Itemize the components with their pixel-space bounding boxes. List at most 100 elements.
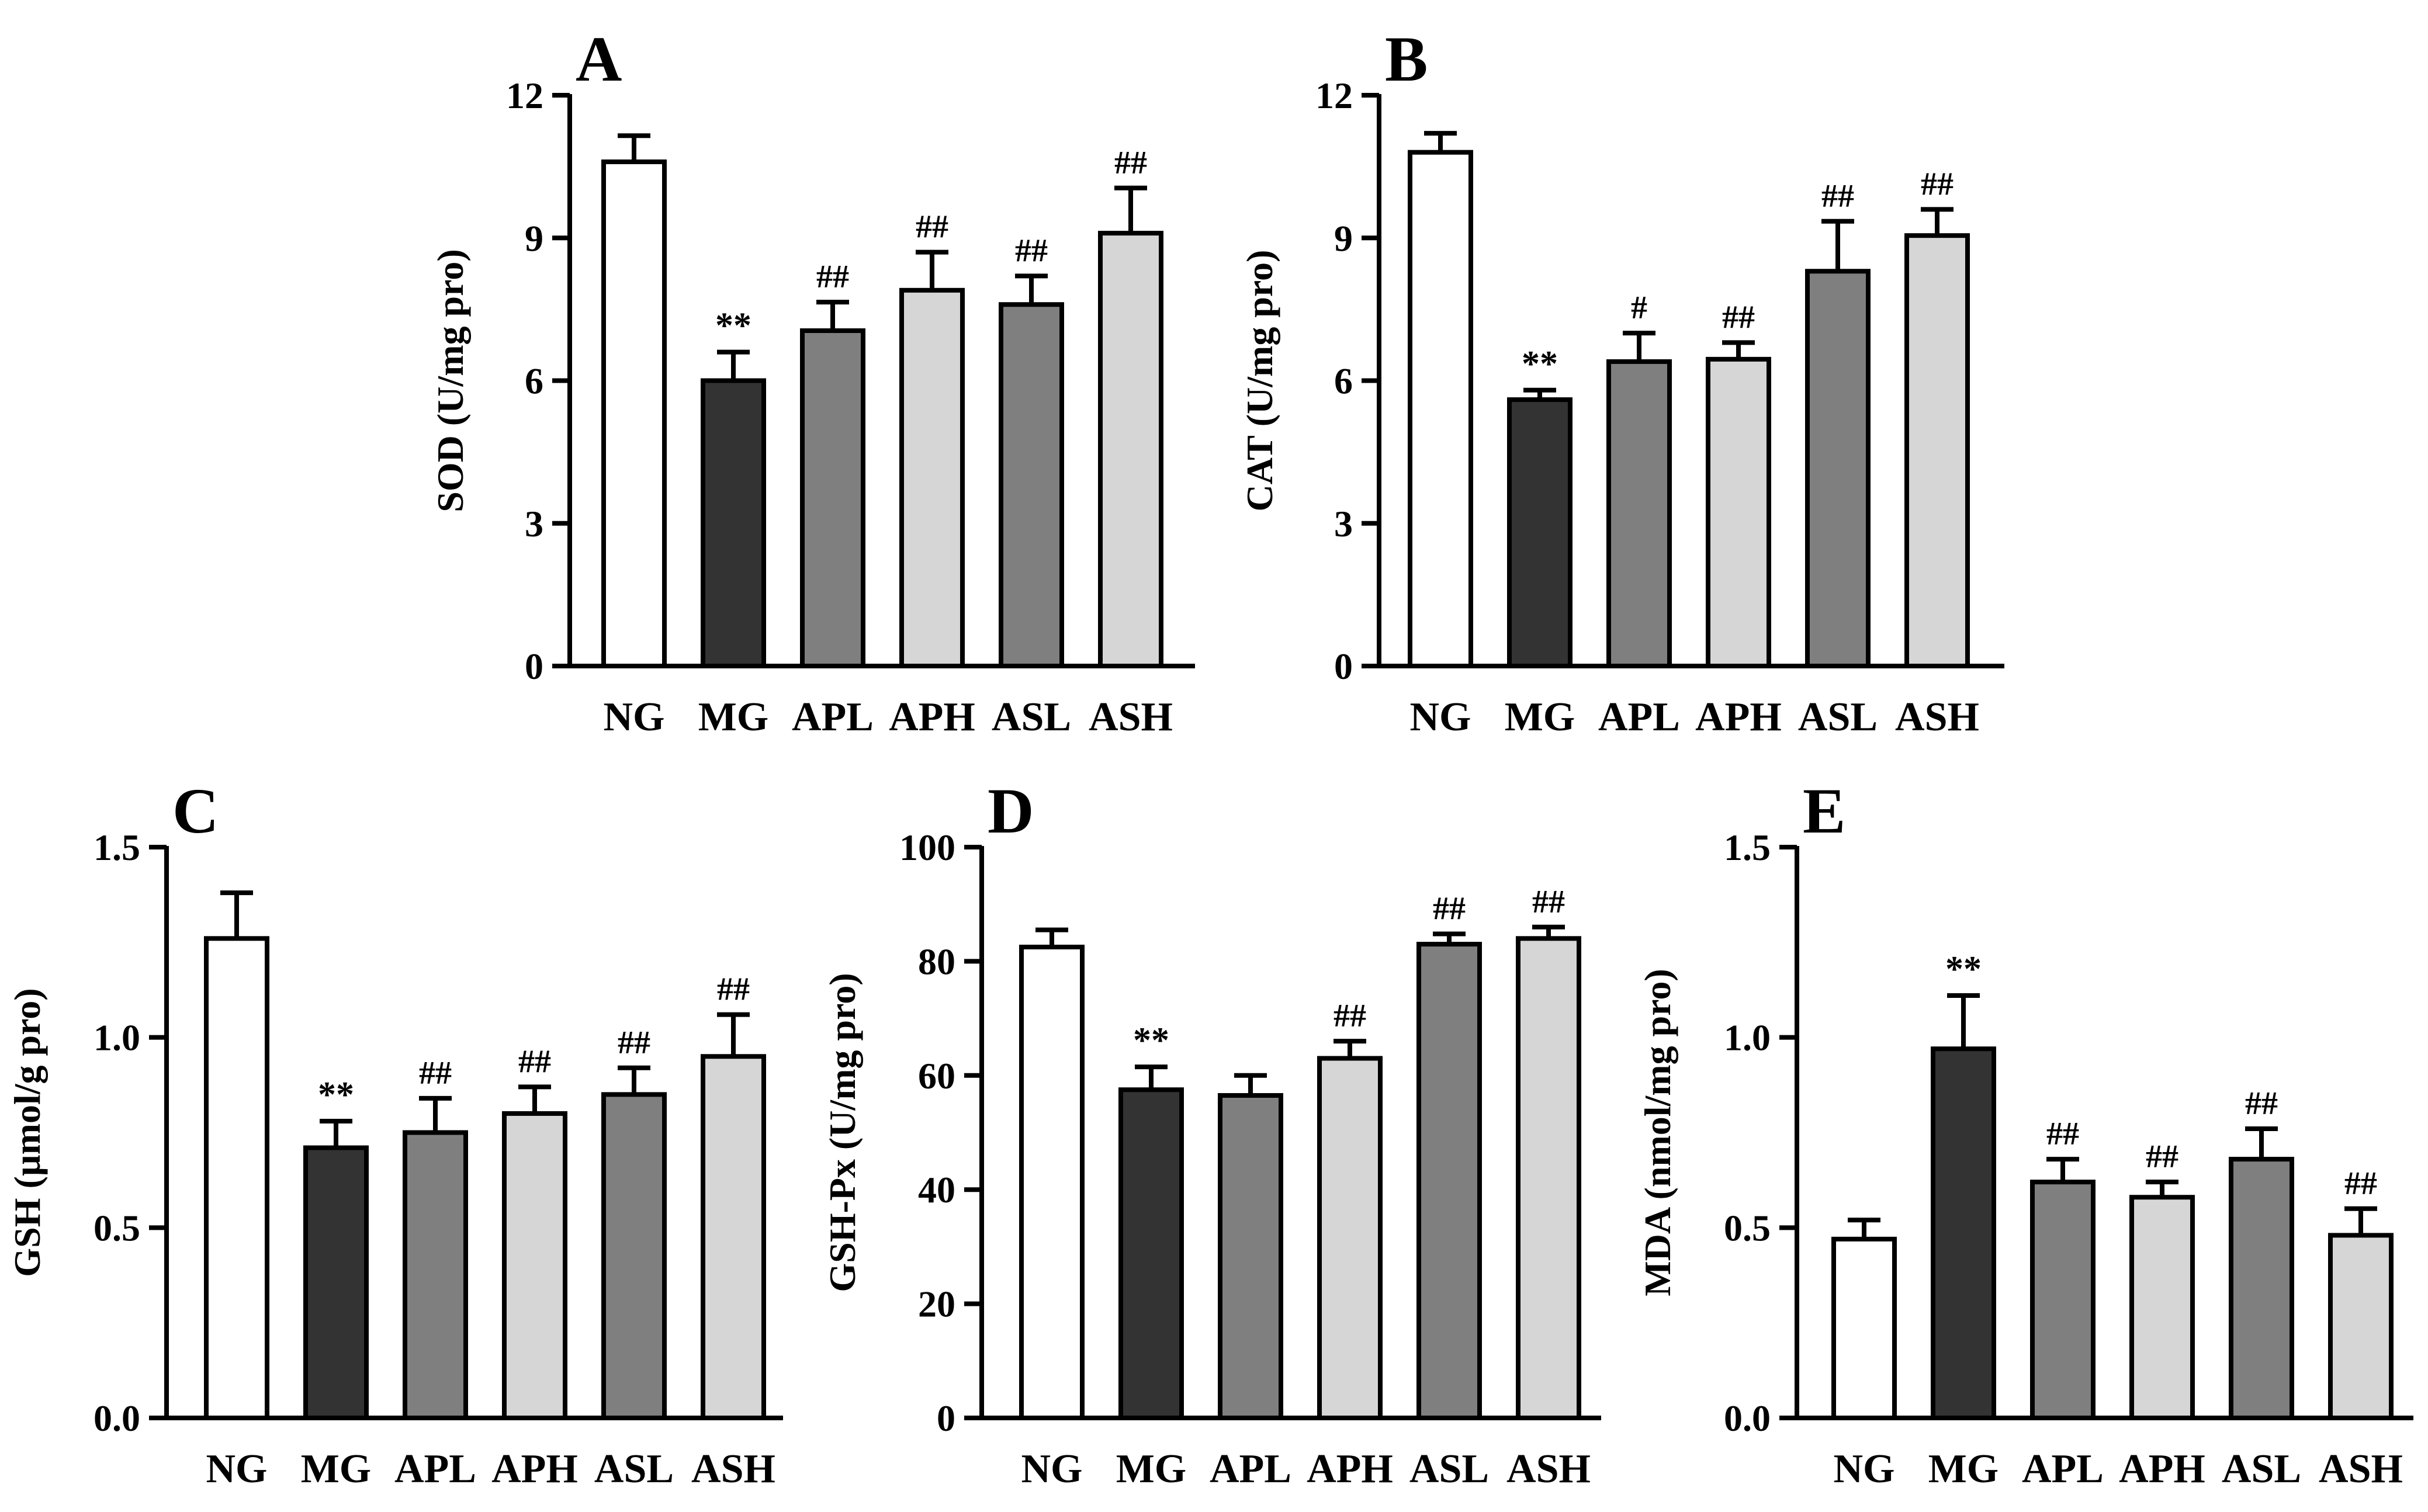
x-tick-label-mg: MG: [1928, 1447, 1999, 1492]
bar-ng: [204, 936, 269, 1420]
significance-label-ash: ##: [1114, 145, 1147, 181]
x-tick-label-aph: APH: [2119, 1447, 2205, 1492]
panel-d: NG ** MG APL ## APH ## ASL ## ASH 0 20 40 60 80 100 GSH-…: [822, 775, 1601, 1492]
bar-mg: [701, 378, 766, 668]
panel-e: NG ** MG ## APL ## APH ## ASL ## ASH 0.0 0.5 1.0 1.5 MD…: [1637, 775, 2413, 1492]
x-tick-label-apl: APL: [1598, 695, 1680, 740]
y-tick-label: 0.0: [1724, 1397, 1771, 1439]
significance-label-mg: **: [715, 306, 751, 346]
bar-ash: [1516, 936, 1581, 1420]
x-tick-label-ash: ASH: [1089, 695, 1173, 740]
bar-ash: [2328, 1233, 2394, 1421]
bar-asl: [999, 302, 1064, 668]
y-tick-label: 3: [525, 503, 543, 545]
panel-label: A: [576, 23, 622, 95]
bar-ng: [1831, 1236, 1897, 1420]
bar-aph: [502, 1111, 567, 1420]
y-tick-label: 1.0: [93, 1017, 140, 1059]
x-tick-label-ash: ASH: [1895, 695, 1979, 740]
significance-label-aph: ##: [1722, 299, 1755, 335]
significance-label-ash: ##: [2344, 1166, 2377, 1202]
x-tick-label-aph: APH: [1307, 1447, 1393, 1492]
x-tick-label-ng: NG: [604, 695, 665, 740]
panel-b: NG ** MG # APL ## APH ## ASL ## ASH 0 3 6 9 12 CAT (U/mg…: [1239, 23, 2004, 740]
significance-label-asl: ##: [2245, 1086, 2278, 1122]
y-tick-label: 12: [506, 75, 543, 116]
y-tick-label: 1.5: [1724, 827, 1771, 868]
x-tick-label-ng: NG: [1021, 1447, 1083, 1492]
panel-label: D: [988, 775, 1034, 847]
x-tick-label-aph: APH: [491, 1447, 578, 1492]
bar-mg: [303, 1145, 369, 1420]
x-tick-label-ash: ASH: [1506, 1447, 1591, 1492]
y-tick-label: 0: [525, 646, 543, 687]
x-tick-label-ng: NG: [206, 1447, 268, 1492]
bar-aph: [1317, 1056, 1383, 1420]
x-tick-label-asl: ASL: [992, 695, 1071, 740]
y-tick-label: 100: [899, 827, 955, 868]
bar-ng: [1019, 944, 1085, 1420]
y-tick-label: 1.0: [1724, 1017, 1771, 1059]
y-tick-label: 0.0: [93, 1397, 140, 1439]
bar-apl: [800, 328, 865, 668]
bar-ash: [701, 1054, 766, 1420]
y-axis-title: SOD (U/mg pro): [430, 249, 471, 512]
panel-label: E: [1803, 775, 1845, 847]
significance-label-mg: **: [318, 1075, 354, 1115]
y-axis-title: MDA (nmol/mg pro): [1637, 969, 1678, 1296]
x-tick-label-apl: APL: [1210, 1447, 1291, 1492]
x-tick-label-mg: MG: [1116, 1447, 1187, 1492]
y-axis-title: GSH-Px (U/mg pro): [822, 973, 863, 1292]
bar-asl: [2229, 1157, 2294, 1421]
panel-c: NG ** MG ## APL ## APH ## ASL ## ASH 0.0 0.5 1.0 1.5 GS…: [6, 775, 783, 1492]
significance-label-ash: ##: [1532, 884, 1565, 920]
bar-aph: [899, 287, 965, 668]
x-tick-label-apl: APL: [394, 1447, 476, 1492]
bar-apl: [403, 1130, 468, 1420]
significance-label-mg: **: [1133, 1021, 1169, 1060]
bar-asl: [1805, 269, 1871, 669]
x-tick-label-asl: ASL: [1798, 695, 1878, 740]
x-tick-label-asl: ASL: [2222, 1447, 2301, 1492]
y-tick-label: 40: [918, 1169, 955, 1211]
y-tick-label: 20: [918, 1284, 955, 1325]
y-tick-label: 3: [1334, 503, 1353, 545]
y-axis-title: GSH (µmol/g pro): [6, 988, 48, 1277]
x-tick-label-apl: APL: [792, 695, 874, 740]
panel-label: B: [1385, 23, 1428, 95]
panel-label: C: [172, 775, 219, 847]
panel-a: NG ** MG ## APL ## APH ## ASL ## ASH 0 3 6 9 12 SOD (U/m…: [430, 23, 1195, 740]
significance-label-mg: **: [1945, 949, 1982, 989]
significance-label-asl: ##: [618, 1025, 650, 1061]
significance-label-apl: ##: [419, 1055, 452, 1091]
y-tick-label: 1.5: [93, 827, 140, 868]
x-tick-label-asl: ASL: [1409, 1447, 1489, 1492]
x-tick-label-mg: MG: [301, 1447, 372, 1492]
significance-label-apl: ##: [816, 259, 849, 295]
bar-aph: [1706, 356, 1771, 668]
y-tick-label: 80: [918, 941, 955, 982]
y-tick-label: 0: [937, 1397, 955, 1439]
x-tick-label-ng: NG: [1410, 695, 1471, 740]
significance-label-mg: **: [1522, 344, 1558, 384]
y-tick-label: 6: [1334, 360, 1353, 402]
x-tick-label-aph: APH: [889, 695, 975, 740]
significance-label-apl: ##: [2046, 1116, 2079, 1152]
x-tick-label-ash: ASH: [2319, 1447, 2403, 1492]
x-tick-label-mg: MG: [1505, 695, 1575, 740]
significance-label-apl: #: [1631, 290, 1647, 326]
bar-asl: [601, 1092, 667, 1421]
bar-mg: [1118, 1087, 1184, 1420]
y-tick-label: 60: [918, 1055, 955, 1097]
significance-label-asl: ##: [1433, 891, 1466, 927]
bar-ng: [1408, 150, 1473, 668]
y-axis-title: CAT (U/mg pro): [1239, 250, 1280, 512]
y-tick-label: 6: [525, 360, 543, 402]
significance-label-aph: ##: [2146, 1139, 2178, 1175]
x-tick-label-mg: MG: [698, 695, 769, 740]
bar-apl: [1606, 359, 1672, 668]
bar-asl: [1416, 942, 1482, 1420]
bar-mg: [1931, 1046, 1996, 1420]
significance-label-aph: ##: [1334, 998, 1366, 1034]
